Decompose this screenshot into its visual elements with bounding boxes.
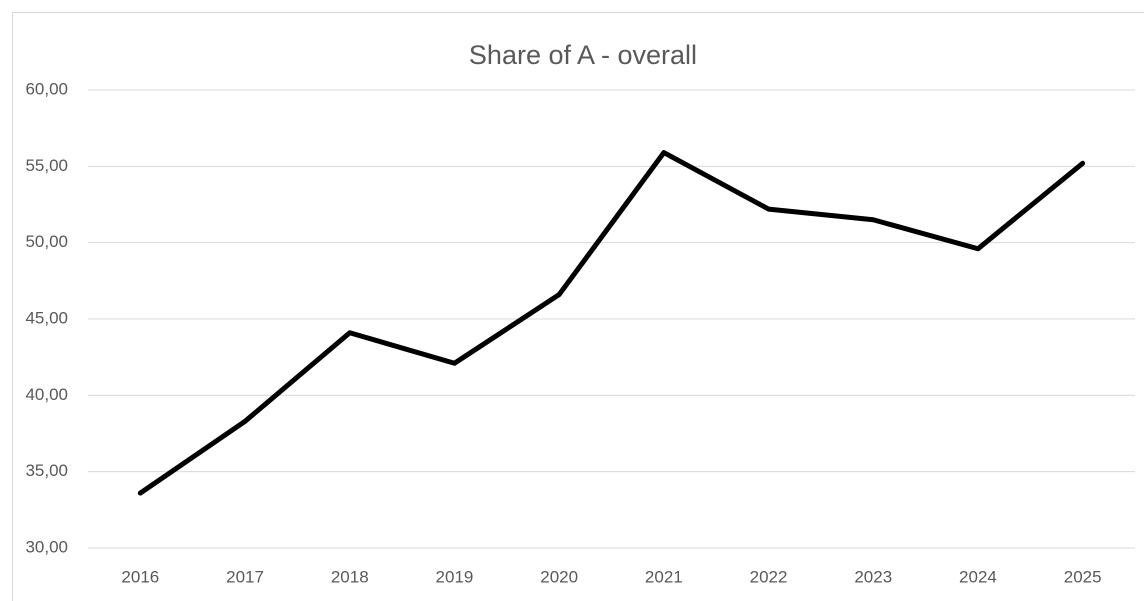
x-tick-label: 2024 — [959, 567, 997, 586]
x-tick-label: 2019 — [436, 567, 474, 586]
x-tick-label: 2022 — [750, 567, 788, 586]
chart-border — [12, 12, 1144, 601]
chart-title: Share of A - overall — [469, 40, 697, 70]
y-tick-label: 45,00 — [25, 308, 68, 327]
data-line — [137, 150, 1086, 496]
y-tick-label: 50,00 — [25, 232, 68, 251]
x-tick-label: 2017 — [226, 567, 264, 586]
x-tick-label: 2021 — [645, 567, 683, 586]
y-tick-label: 40,00 — [25, 385, 68, 404]
y-tick-label: 55,00 — [25, 156, 68, 175]
y-tick-label: 60,00 — [25, 79, 68, 98]
x-tick-label: 2020 — [540, 567, 578, 586]
x-tick-label: 2023 — [854, 567, 892, 586]
x-tick-label: 2018 — [331, 567, 369, 586]
y-tick-label: 30,00 — [25, 537, 68, 556]
x-tick-label: 2016 — [121, 567, 159, 586]
y-tick-label: 35,00 — [25, 461, 68, 480]
x-tick-label: 2025 — [1064, 567, 1102, 586]
